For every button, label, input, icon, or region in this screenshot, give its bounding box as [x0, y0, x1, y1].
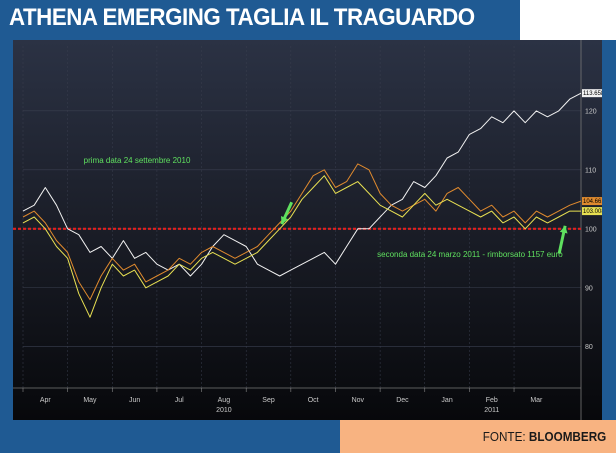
- green-arrow-icon: [280, 201, 294, 225]
- series-line-2: [22, 163, 582, 301]
- y-tick-label: 100: [585, 226, 597, 233]
- x-tick-label: Jan: [441, 397, 452, 404]
- x-tick-label: Feb: [486, 397, 498, 404]
- source-box: FONTE: BLOOMBERG: [340, 420, 616, 453]
- y-tick-label: 90: [585, 285, 593, 292]
- last-value-badge: [582, 207, 602, 216]
- left-frame: [0, 40, 13, 453]
- plot-background: [13, 40, 602, 420]
- title-band: ATHENA EMERGING TAGLIA IL TRAGUARDO: [0, 0, 616, 40]
- x-tick-label: Oct: [308, 397, 319, 404]
- x-tick-label: Jun: [129, 397, 140, 404]
- y-axis: 80 90 100 110 120: [580, 40, 597, 420]
- series-lines: [22, 92, 582, 318]
- arrow-head: [280, 216, 289, 225]
- arrows: [280, 201, 568, 254]
- x-tick-label: Aug: [218, 397, 231, 404]
- x-tick-label: Nov: [352, 397, 365, 404]
- last-value-badge: [582, 89, 602, 98]
- last-value-badge-label: 104.6618: [583, 199, 602, 205]
- series-line-3: [22, 175, 581, 318]
- right-frame: [602, 40, 616, 420]
- page-title: ATHENA EMERGING TAGLIA IL TRAGUARDO: [9, 4, 475, 31]
- source-label: FONTE:: [482, 429, 526, 444]
- last-value-badge-label: 103.0084: [583, 209, 602, 215]
- source-credit: FONTE: BLOOMBERG: [482, 429, 606, 444]
- annotations: prima data 24 settembre 2010 seconda data…: [84, 156, 564, 259]
- y-tick-label: 80: [585, 344, 593, 351]
- title-box: ATHENA EMERGING TAGLIA IL TRAGUARDO: [0, 0, 520, 40]
- y-tick-label: 110: [585, 167, 596, 174]
- y-tick-label: 120: [585, 108, 597, 115]
- x-tick-label: Jul: [175, 397, 184, 404]
- x-tick-label: Dec: [396, 397, 409, 404]
- arrow-head: [559, 225, 568, 234]
- title-band-corner: [520, 0, 616, 40]
- x-tick-label: Apr: [40, 397, 52, 404]
- last-value-badge-label: 113.6584: [583, 91, 602, 97]
- x-tick-label: Mar: [530, 397, 543, 404]
- x-tick-label: Sep: [262, 397, 275, 404]
- year-label: 2010: [216, 407, 232, 414]
- last-value-badge: [582, 197, 602, 206]
- green-arrow-icon: [557, 225, 568, 254]
- chart: Apr May Jun Jul Aug Sep Oct Nov Dec Jan Feb Mar 2010…: [13, 40, 602, 420]
- year-label: 2011: [484, 407, 499, 414]
- source-name: BLOOMBERG: [528, 429, 606, 444]
- series-line-1: [22, 92, 582, 277]
- annotation-second-date: seconda data 24 marzo 2011 - rimborsato …: [377, 250, 563, 259]
- annotation-first-date: prima data 24 settembre 2010: [84, 156, 191, 165]
- x-axis: Apr May Jun Jul Aug Sep Oct Nov Dec Jan Feb Mar 2010…: [13, 387, 581, 414]
- x-tick-label: May: [83, 397, 97, 404]
- last-value-badges: 113.6584 104.6618 103.0084: [582, 89, 602, 216]
- bottom-frame: [0, 420, 340, 453]
